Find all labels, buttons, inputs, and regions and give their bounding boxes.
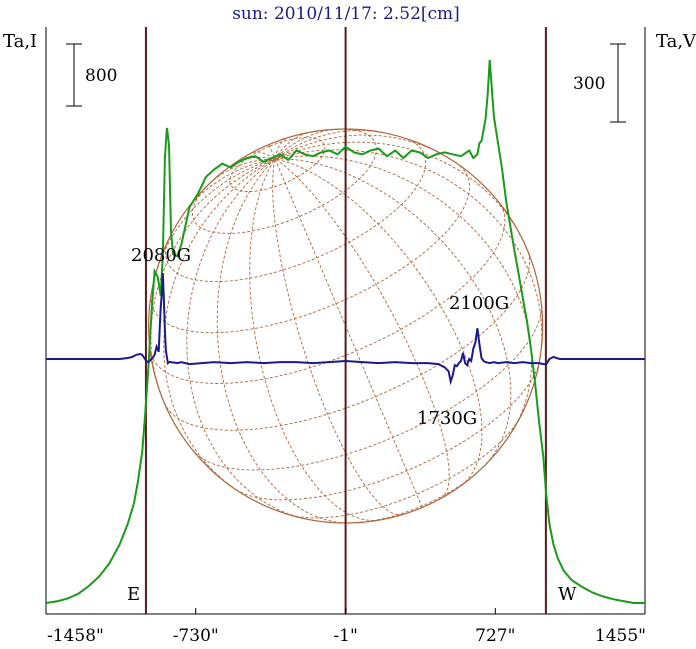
meridian-line xyxy=(274,158,423,508)
parallel-line xyxy=(235,361,540,501)
meridian-line xyxy=(274,134,448,160)
meridian-line xyxy=(209,158,275,184)
annotation-2100g: 2100G xyxy=(449,293,509,314)
meridian-line xyxy=(274,158,450,499)
chart-title: sun: 2010/11/17: 2.52[cm] xyxy=(232,4,460,24)
parallel-line xyxy=(357,470,479,524)
parallel-line xyxy=(192,128,377,234)
annotation-1730g: 1730G xyxy=(417,408,477,429)
meridian-line xyxy=(274,138,287,160)
meridian-line xyxy=(274,129,381,160)
limb-label-west: W xyxy=(558,584,577,605)
solar-disk-grid xyxy=(148,128,544,524)
meridian-line xyxy=(268,144,276,160)
annotation-2080g: 2080G xyxy=(131,245,191,266)
y-left-label: Ta,I xyxy=(3,31,37,52)
meridian-line xyxy=(274,141,528,250)
y-right-label: Ta,V xyxy=(656,31,696,52)
meridian-line xyxy=(274,132,308,160)
limb-label-east: E xyxy=(127,584,140,605)
meridian-line xyxy=(272,158,403,516)
parallel-line xyxy=(150,164,470,334)
x-tick-label: 727" xyxy=(475,626,515,646)
parallel-line xyxy=(165,137,427,283)
meridian-line xyxy=(216,158,347,524)
series-line-intensity xyxy=(45,59,645,604)
meridian-line xyxy=(252,151,276,160)
meridian-line xyxy=(163,158,276,490)
scale-bar-right-label: 300 xyxy=(573,74,605,94)
meridian-line xyxy=(274,155,533,430)
x-tick-label: 1455" xyxy=(595,626,646,646)
x-tick-label: -1" xyxy=(333,626,357,646)
scale-bar-right xyxy=(610,43,626,123)
meridian-line xyxy=(186,158,304,519)
meridian-line xyxy=(274,158,483,486)
x-tick-label: -1458" xyxy=(47,626,104,646)
x-axis-ticks: -1458" -730" -1" 727" 1455" xyxy=(45,608,646,646)
meridian-line xyxy=(274,128,339,160)
parallel-line xyxy=(195,306,542,471)
x-tick-label: -730" xyxy=(173,626,219,646)
limb-marker-lines xyxy=(144,27,547,614)
parallel-line xyxy=(290,418,520,519)
series-line-circular-polarization xyxy=(46,272,645,386)
parallel-line xyxy=(149,201,506,384)
meridian-line xyxy=(249,158,380,521)
scale-bar-left xyxy=(66,43,82,107)
scale-bar-left-label: 800 xyxy=(85,66,117,86)
parallel-line xyxy=(163,249,530,431)
parallel-line xyxy=(229,137,326,193)
meridian-line xyxy=(274,158,512,465)
